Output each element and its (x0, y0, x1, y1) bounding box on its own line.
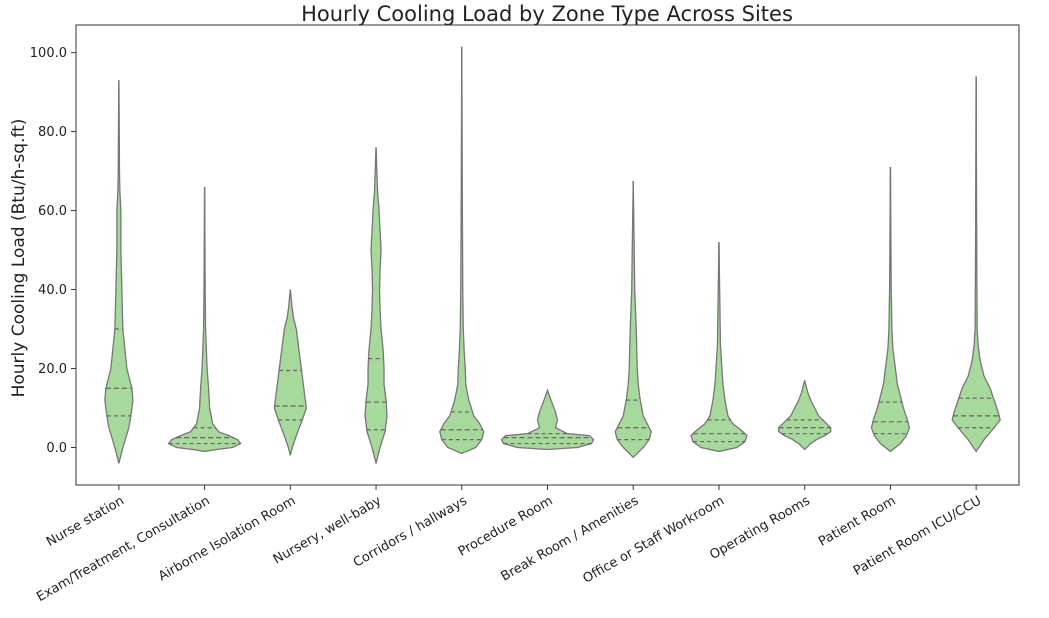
y-tick-label: 60.0 (38, 204, 67, 219)
violins-group (104, 46, 1001, 464)
x-tick-label: Nurse station (44, 493, 127, 549)
violin-body (500, 388, 595, 451)
violin (104, 80, 134, 464)
y-tick-label: 100.0 (30, 46, 67, 61)
violin-body (439, 46, 485, 455)
violin (951, 76, 1001, 453)
violin-body (273, 289, 307, 456)
y-tick-label: 20.0 (38, 362, 67, 377)
x-tick-label: Patient Room (816, 493, 898, 549)
y-tick-label: 0.0 (46, 441, 67, 456)
violin (614, 180, 652, 459)
violin-body (364, 147, 388, 464)
violin (500, 388, 595, 451)
x-tick-label: Exam/Treatment, Consultation (34, 493, 212, 605)
violin-body (778, 380, 832, 451)
violin (690, 242, 748, 453)
chart-title: Hourly Cooling Load by Zone Type Across … (301, 2, 793, 26)
violin (364, 147, 388, 464)
violin (167, 186, 242, 453)
y-tick-label: 80.0 (38, 125, 67, 140)
violin (439, 46, 485, 455)
x-tick-label: Airborne Isolation Room (156, 493, 298, 584)
violin (273, 289, 307, 456)
violin-body (951, 76, 1001, 453)
violin-body (690, 242, 748, 453)
x-tick-label: Break Room / Amenities (498, 493, 641, 584)
violin-body (104, 80, 134, 464)
x-tick-label: Office or Staff Workroom (580, 493, 726, 586)
violin (870, 167, 911, 453)
y-axis: 0.0 20.0 40.0 60.0 80.0 100.0 (30, 46, 76, 456)
violin (778, 380, 832, 451)
y-axis-label: Hourly Cooling Load (Btu/h-sq.ft) (9, 119, 29, 398)
violin-body (870, 167, 911, 453)
y-tick-label: 40.0 (38, 283, 67, 298)
violin-body (614, 180, 652, 459)
plot-frame (75, 24, 1020, 486)
violin-body (167, 186, 242, 453)
